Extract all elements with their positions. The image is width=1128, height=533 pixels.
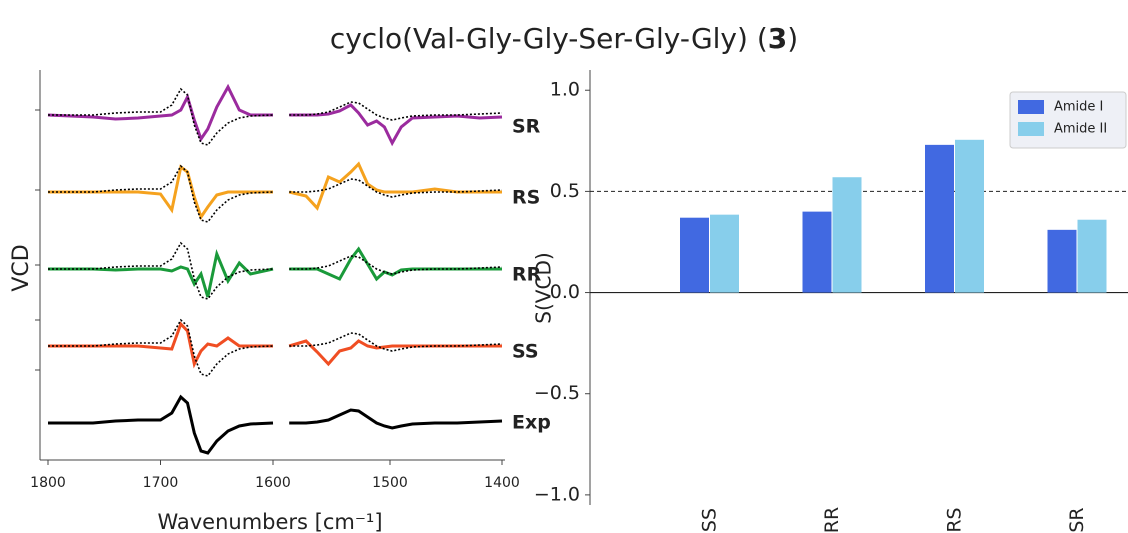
x-tick-label: SS <box>699 508 721 532</box>
y-axis-label: S(VCD) <box>532 252 556 323</box>
series-label: RR <box>512 264 542 286</box>
legend-label: Amide I <box>1054 100 1103 115</box>
spectrum <box>48 164 273 221</box>
bar <box>710 214 739 293</box>
series-label: SR <box>512 116 541 138</box>
exp-overlay <box>48 164 274 223</box>
title-text: cyclo(Val-Gly-Gly-Ser-Gly-Gly) ( <box>330 22 768 55</box>
bar <box>1077 219 1107 293</box>
spectrum <box>288 161 502 211</box>
legend-swatch <box>1018 100 1044 114</box>
bar <box>955 139 984 293</box>
x-tick-label: 1600 <box>255 475 291 491</box>
exp-overlay <box>289 101 503 121</box>
x-tick-label: RR <box>821 507 843 533</box>
spectrum <box>289 408 503 430</box>
exp-overlay <box>289 332 503 352</box>
exp-overlay <box>289 178 503 198</box>
exp-overlay <box>48 87 274 146</box>
figure-title: cyclo(Val-Gly-Gly-Ser-Gly-Gly) (3) <box>330 22 798 55</box>
y-tick-label: 0.5 <box>550 180 580 202</box>
spectrum <box>47 83 273 143</box>
x-tick-label: 1800 <box>30 475 66 491</box>
bar <box>1047 229 1077 293</box>
exp-overlay <box>48 318 274 377</box>
title-number: 3 <box>768 22 787 55</box>
x-tick-label: 1400 <box>484 475 520 491</box>
spectrum <box>289 246 502 282</box>
x-tick-label: RS <box>944 507 966 532</box>
exp-overlay <box>48 241 274 300</box>
legend-label: Amide II <box>1054 122 1107 137</box>
y-tick-label: −0.5 <box>534 382 580 404</box>
spectrum <box>289 103 503 147</box>
y-axis-label: VCD <box>9 244 34 291</box>
bar <box>680 217 709 293</box>
bar <box>802 211 832 293</box>
exp-overlay <box>289 255 503 275</box>
x-tick-label: SR <box>1066 507 1088 532</box>
spectrum <box>48 248 274 298</box>
spectrum <box>48 321 273 369</box>
y-tick-label: 0.0 <box>550 281 580 303</box>
y-tick-label: −1.0 <box>534 483 580 505</box>
series-label: Exp <box>512 412 551 434</box>
legend-swatch <box>1018 122 1044 136</box>
bar <box>925 144 954 293</box>
x-tick-label: 1500 <box>372 475 408 491</box>
series-label: RS <box>512 187 540 209</box>
x-tick-label: 1700 <box>143 475 179 491</box>
bar <box>832 177 862 293</box>
x-axis-label: Wavenumbers [cm⁻¹] <box>157 510 382 533</box>
title-text: ) <box>787 22 798 55</box>
y-tick-label: 1.0 <box>550 79 580 101</box>
series-label: SS <box>512 341 539 363</box>
spectrum <box>48 394 274 455</box>
